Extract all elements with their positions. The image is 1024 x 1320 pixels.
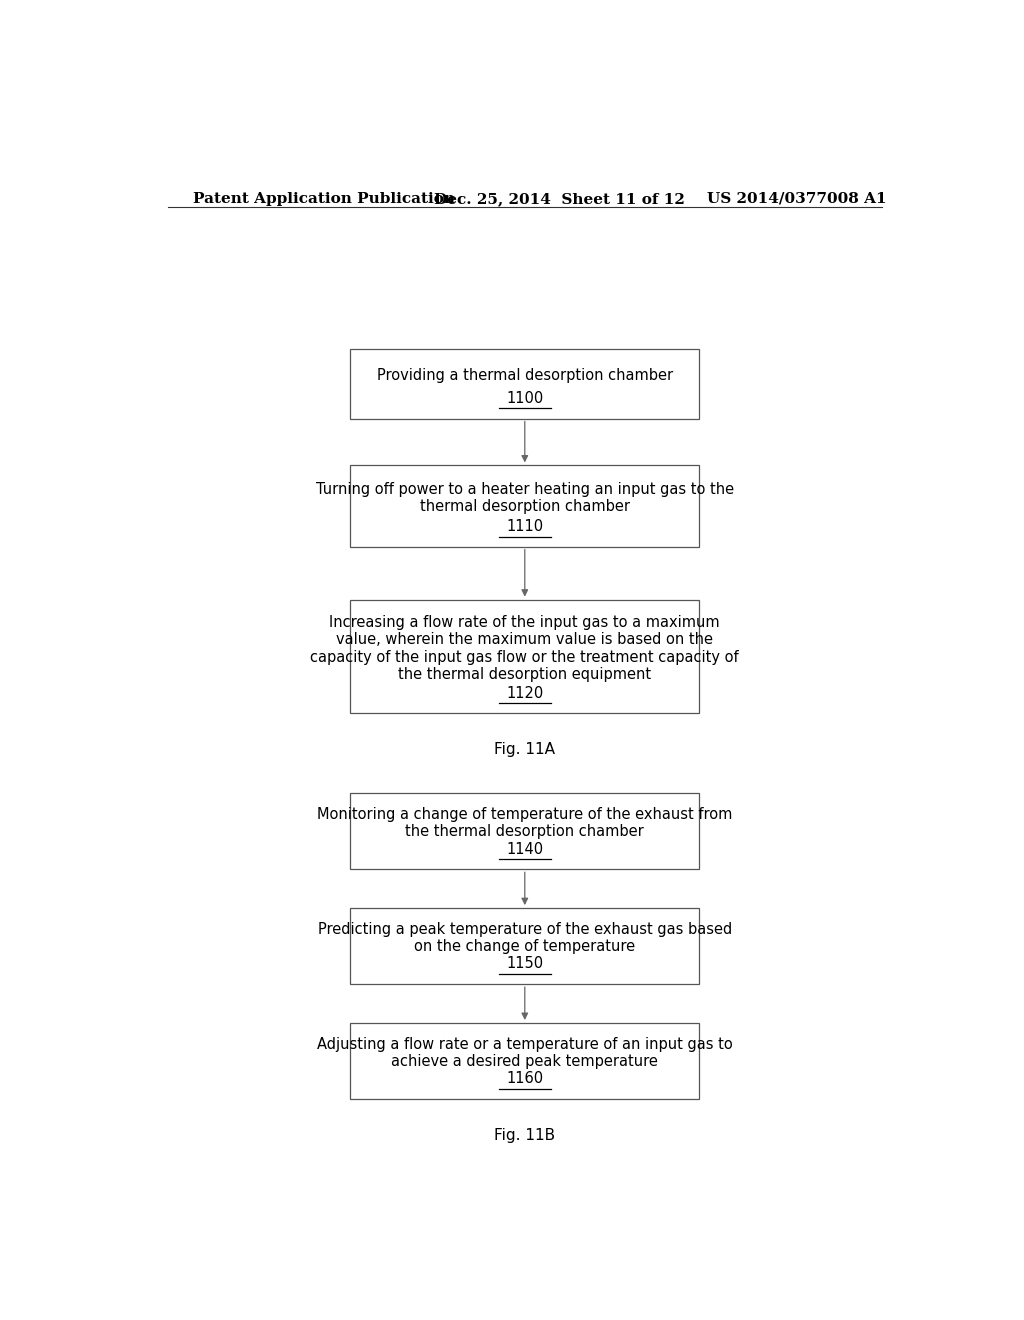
FancyBboxPatch shape [350,793,699,870]
FancyBboxPatch shape [350,350,699,418]
Text: Predicting a peak temperature of the exhaust gas based
on the change of temperat: Predicting a peak temperature of the exh… [317,921,732,954]
FancyBboxPatch shape [350,466,699,546]
Text: 1120: 1120 [506,685,544,701]
Text: 1100: 1100 [506,391,544,405]
Text: US 2014/0377008 A1: US 2014/0377008 A1 [708,191,887,206]
Text: Dec. 25, 2014  Sheet 11 of 12: Dec. 25, 2014 Sheet 11 of 12 [433,191,684,206]
Text: Fig. 11A: Fig. 11A [495,742,555,758]
Text: Providing a thermal desorption chamber: Providing a thermal desorption chamber [377,368,673,383]
Text: 1140: 1140 [506,842,544,857]
FancyBboxPatch shape [350,908,699,985]
Text: 1160: 1160 [506,1072,544,1086]
Text: 1150: 1150 [506,957,544,972]
Text: 1110: 1110 [506,519,544,533]
Text: Adjusting a flow rate or a temperature of an input gas to
achieve a desired peak: Adjusting a flow rate or a temperature o… [316,1036,733,1069]
Text: Patent Application Publication: Patent Application Publication [194,191,455,206]
Text: Turning off power to a heater heating an input gas to the
thermal desorption cha: Turning off power to a heater heating an… [315,482,734,513]
Text: Fig. 11B: Fig. 11B [495,1129,555,1143]
Text: Monitoring a change of temperature of the exhaust from
the thermal desorption ch: Monitoring a change of temperature of th… [317,807,732,840]
FancyBboxPatch shape [350,599,699,713]
Text: Increasing a flow rate of the input gas to a maximum
value, wherein the maximum : Increasing a flow rate of the input gas … [310,615,739,682]
FancyBboxPatch shape [350,1023,699,1100]
